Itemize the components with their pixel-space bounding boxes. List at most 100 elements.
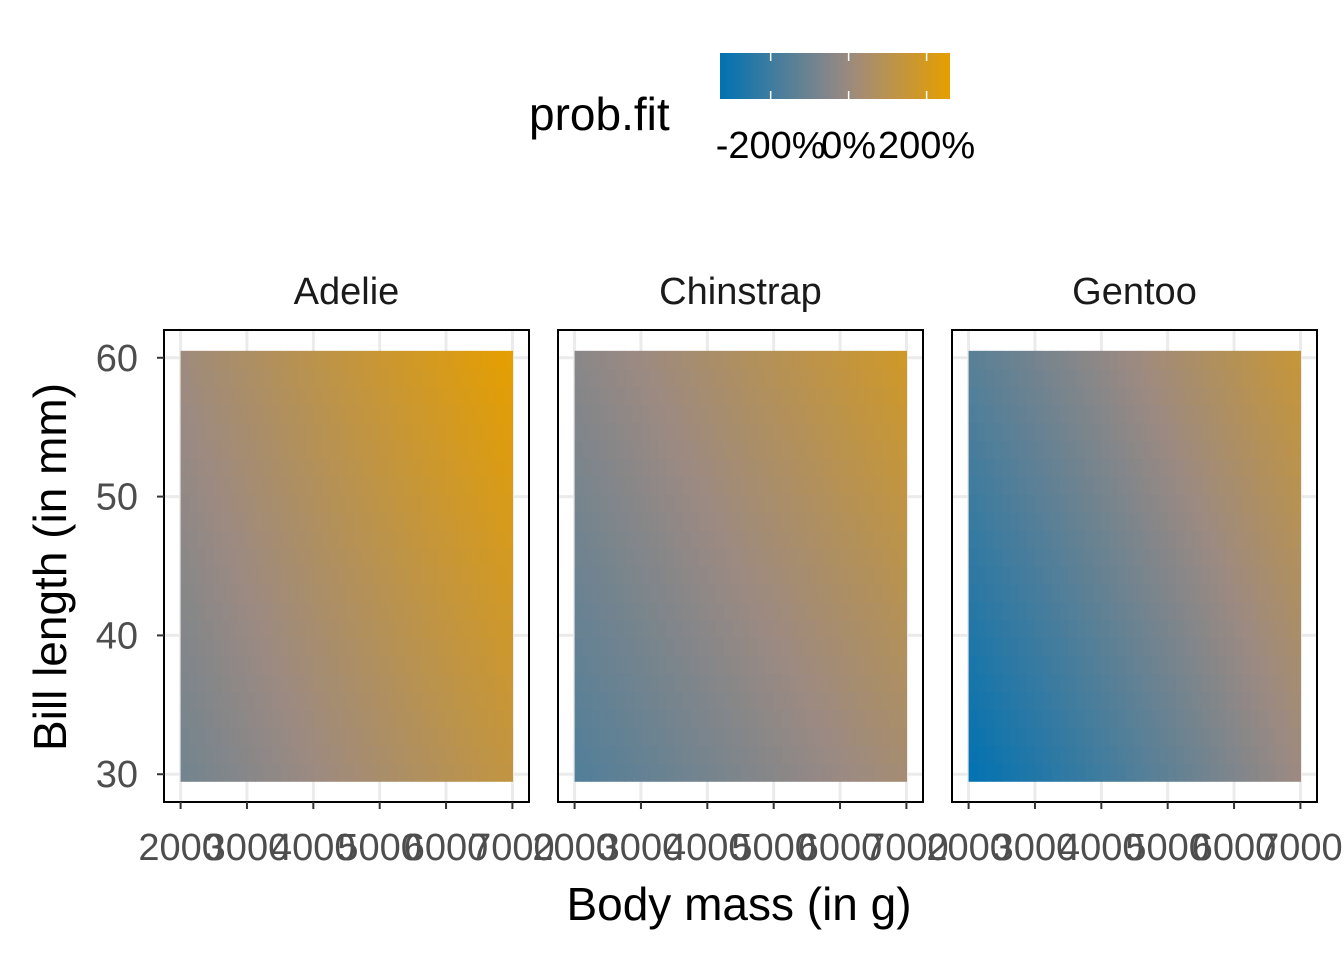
heatmap-tile [1175,619,1185,639]
heatmap-tile [723,619,733,639]
heatmap-tile [1159,512,1169,531]
heatmap-tile [707,727,717,746]
heatmap-tile [640,440,650,460]
heatmap-tile [1142,422,1152,442]
heatmap-tile [968,655,978,675]
heatmap-tile [765,476,775,495]
heatmap-tile [371,655,381,675]
heatmap-tile [412,368,422,388]
heatmap-tile [723,709,733,728]
heatmap-tile [288,673,298,693]
heatmap-tile [1134,530,1144,549]
heatmap-tile [213,637,223,657]
heatmap-tile [1225,368,1235,388]
heatmap-tile [599,476,609,495]
heatmap-tile [976,350,986,370]
heatmap-tile [840,566,849,585]
heatmap-tile [1200,691,1210,711]
heatmap-tile [213,422,223,442]
heatmap-tile [404,583,414,603]
heatmap-tile [1192,619,1202,639]
heatmap-tile [574,458,584,477]
heatmap-tile [296,727,306,746]
heatmap-tile [815,440,825,460]
heatmap-tile [607,619,617,639]
heatmap-tile [968,530,978,549]
heatmap-tile [649,494,659,513]
heatmap-tile [479,368,489,388]
heatmap-tile [205,368,215,388]
heatmap-tile [1159,745,1169,764]
heatmap-tile [338,619,348,639]
heatmap-tile [1250,350,1260,370]
heatmap-tile [371,404,381,424]
heatmap-tile [1068,583,1078,603]
heatmap-tile [1018,673,1028,693]
heatmap-tile [715,601,725,621]
heatmap-tile [271,548,281,567]
heatmap-tile [848,691,858,711]
heatmap-tile [246,745,256,764]
heatmap-tile [1026,422,1036,442]
heatmap-tile [682,512,692,531]
heatmap-tile [321,673,331,693]
heatmap-tile [1001,368,1011,388]
heatmap-tile [823,512,833,531]
heatmap-tile [1275,368,1285,388]
heatmap-tile [1043,763,1053,782]
heatmap-tile [487,727,497,746]
heatmap-tile [1142,458,1152,477]
heatmap-tile [1109,512,1119,531]
heatmap-tile [1142,763,1152,782]
heatmap-tile [1250,422,1260,442]
heatmap-tile [840,673,849,693]
legend-tick-label: 200% [878,125,975,167]
heatmap-tile [1267,566,1277,585]
heatmap-tile [616,727,625,746]
heatmap-tile [255,440,265,460]
heatmap-tile [1242,530,1252,549]
heatmap-tile [831,404,841,424]
heatmap-tile [657,440,667,460]
heatmap-tile [690,368,700,388]
heatmap-tile [1109,601,1119,621]
heatmap-tile [765,673,775,693]
heatmap-tile [748,386,758,406]
heatmap-tile [280,386,290,406]
heatmap-tile [1175,601,1185,621]
heatmap-tile [732,637,742,657]
heatmap-tile [371,368,381,388]
heatmap-tile [412,619,422,639]
heatmap-tile [1076,476,1086,495]
heatmap-tile [823,404,833,424]
heatmap-tile [781,476,791,495]
heatmap-tile [1126,673,1136,693]
heatmap-tile [1076,601,1086,621]
heatmap-tile [657,583,667,603]
heatmap-tile [354,422,364,442]
heatmap-tile [321,512,331,531]
heatmap-tile [1059,583,1069,603]
heatmap-tile [1126,583,1136,603]
heatmap-tile [757,350,766,370]
heatmap-tile [1142,350,1152,370]
heatmap-tile [1258,494,1268,513]
heatmap-tile [446,583,455,603]
heatmap-tile [346,601,356,621]
heatmap-tile [582,637,592,657]
heatmap-tile [773,745,783,764]
heatmap-tile [354,637,364,657]
heatmap-tile [487,601,497,621]
heatmap-tile [1068,494,1078,513]
heatmap-tile [864,637,874,657]
heatmap-tile [848,619,858,639]
heatmap-tile [1258,476,1268,495]
heatmap-tile [806,691,816,711]
heatmap-tile [387,494,397,513]
heatmap-tile [574,422,584,442]
heatmap-tile [889,512,899,531]
heatmap-tile [255,422,265,442]
heatmap-tile [321,530,331,549]
heatmap-tile [387,655,397,675]
